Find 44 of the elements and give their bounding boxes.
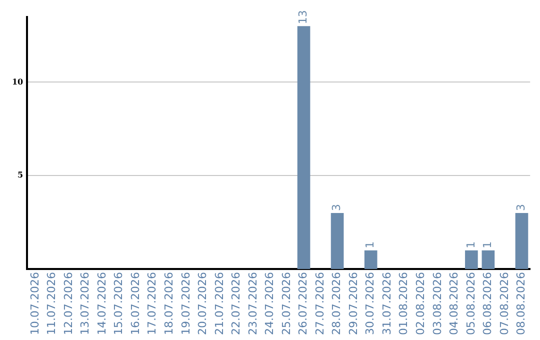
y-tick-label: 5	[18, 170, 24, 180]
x-tick-label: 24.07.2026	[263, 272, 276, 336]
x-tick-label: 13.07.2026	[78, 272, 92, 336]
x-tick-label: 08.08.2026	[514, 272, 528, 336]
x-tick-label: 03.08.2026	[430, 272, 444, 336]
x-tick-label: 01.08.2026	[397, 272, 410, 336]
x-tick-label: 10.07.2026	[28, 272, 42, 336]
x-tick-label: 14.07.2026	[95, 272, 108, 336]
x-tick-label: 23.07.2026	[246, 272, 260, 336]
data-label: 1	[364, 241, 377, 248]
x-tick-label: 15.07.2026	[112, 272, 126, 336]
x-tick-label: 31.07.2026	[380, 272, 394, 336]
x-tick-label: 16.07.2026	[128, 272, 142, 336]
x-tick-label: 30.07.2026	[364, 272, 377, 336]
x-tick-label: 06.08.2026	[481, 272, 494, 336]
x-tick-label: 02.08.2026	[414, 272, 427, 336]
x-tick-label: 26.07.2026	[296, 272, 310, 336]
x-tick-label: 28.07.2026	[330, 272, 344, 336]
y-tick-label: 10	[12, 76, 24, 86]
data-label: 3	[330, 204, 344, 211]
x-tick-label: 04.08.2026	[448, 272, 461, 336]
x-tick-label: 25.07.2026	[280, 272, 293, 336]
bar	[364, 250, 378, 270]
bar	[465, 250, 478, 270]
bar	[297, 26, 310, 270]
x-tick-label: 22.07.2026	[230, 272, 243, 336]
x-tick-label: 07.08.2026	[498, 272, 511, 336]
data-label: 3	[514, 204, 528, 211]
x-tick-label: 21.07.2026	[212, 272, 226, 336]
data-label: 1	[464, 241, 478, 248]
data-label: 1	[481, 241, 494, 248]
bar	[330, 212, 344, 270]
x-tick-label: 11.07.2026	[45, 272, 58, 336]
x-tick-label: 19.07.2026	[179, 272, 192, 336]
x-tick-label: 17.07.2026	[146, 272, 159, 336]
x-tick-label: 05.08.2026	[464, 272, 478, 336]
x-tick-label: 12.07.2026	[62, 272, 75, 336]
x-tick-label: 29.07.2026	[346, 272, 360, 336]
bar	[482, 250, 495, 270]
data-label: 13	[296, 10, 310, 24]
x-tick-label: 20.07.2026	[196, 272, 210, 336]
bar	[515, 212, 528, 270]
x-tick-label: 27.07.2026	[313, 272, 326, 336]
x-tick-label: 18.07.2026	[162, 272, 176, 336]
